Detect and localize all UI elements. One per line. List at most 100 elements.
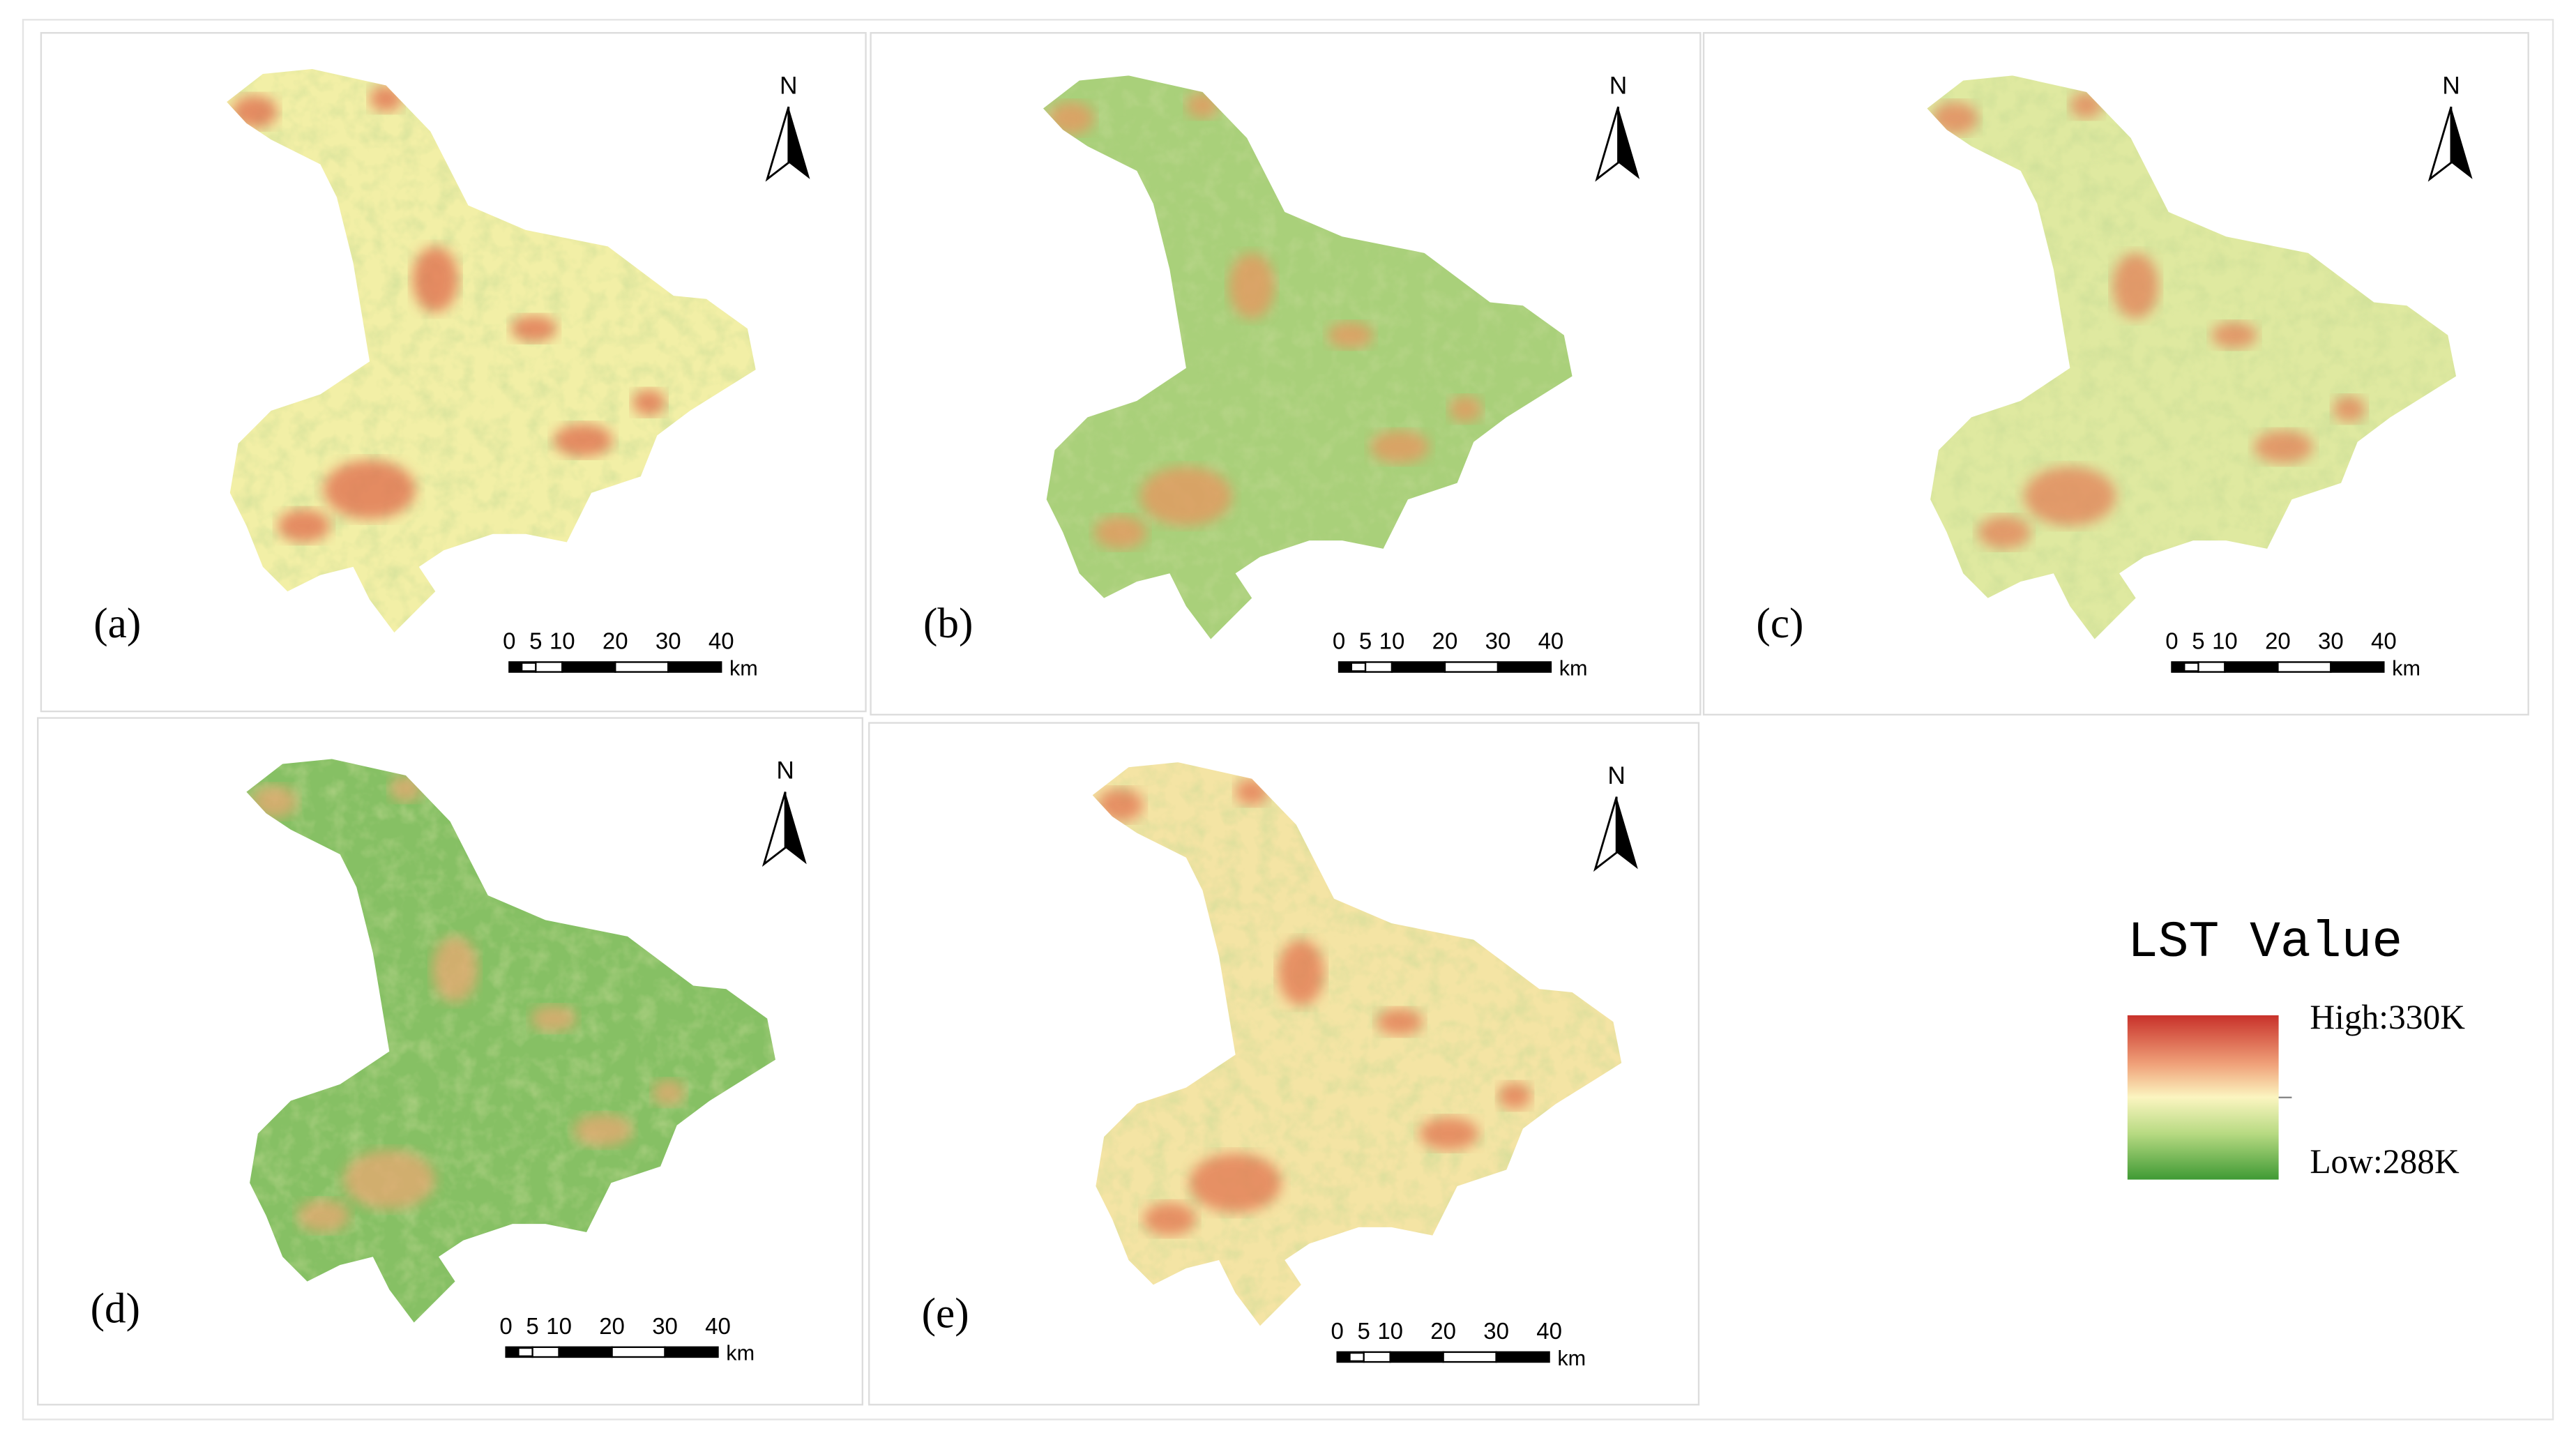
scale-label: 0	[1333, 628, 1345, 654]
scale-label: 10	[1377, 1318, 1403, 1344]
scale-segment-half	[522, 663, 536, 671]
hot-spot	[1139, 467, 1232, 526]
north-label: N	[776, 757, 794, 785]
scale-label: 10	[2212, 628, 2238, 654]
scale-label: 5	[2192, 628, 2204, 654]
hot-spot	[1978, 515, 2031, 549]
hot-spot	[2112, 252, 2159, 319]
hot-spot	[1377, 1008, 1423, 1036]
scale-label: 40	[1536, 1318, 1562, 1344]
north-label: N	[1609, 72, 1628, 99]
scale-label: 30	[652, 1313, 678, 1339]
legend-ramp	[2127, 1015, 2279, 1180]
scale-segment	[614, 661, 669, 673]
hot-spot	[1370, 430, 1430, 464]
hot-spot	[1143, 1202, 1197, 1236]
north-arrow-right	[788, 107, 810, 179]
hot-spot	[1229, 252, 1275, 319]
scale-segment	[611, 1346, 666, 1358]
scale-label: 5	[529, 628, 542, 654]
hot-spot	[1094, 515, 1147, 549]
hot-spot	[1448, 395, 1482, 423]
scale-label: 30	[1483, 1318, 1509, 1344]
hot-spot	[652, 1079, 685, 1106]
panel-label: (e)	[922, 1290, 969, 1337]
outer-frame	[22, 19, 2554, 1420]
scale-segment	[1389, 1351, 1444, 1363]
scale-segment	[2330, 661, 2385, 673]
hot-spot	[343, 1150, 436, 1209]
hot-spot	[2024, 467, 2116, 526]
legend-title: LST Value	[2128, 914, 2402, 971]
hot-spot	[2333, 395, 2366, 423]
scale-label: 20	[1430, 1318, 1456, 1344]
scale-label: 40	[705, 1313, 731, 1339]
scale-segment	[1364, 661, 1393, 673]
scale-segment	[1495, 1351, 1550, 1363]
scale-unit: km	[1559, 656, 1588, 680]
hot-spot	[632, 389, 666, 416]
north-arrow-left	[765, 106, 790, 182]
hot-spot	[412, 246, 459, 312]
scale-segment	[2224, 661, 2279, 673]
scale-label: 30	[656, 628, 681, 654]
scale-label: 10	[1379, 628, 1405, 654]
scale-segment	[531, 1346, 560, 1358]
scale-segment-half	[1352, 663, 1366, 671]
scale-segment	[1497, 661, 1552, 673]
scale-segment	[1444, 661, 1499, 673]
hot-spot	[510, 315, 557, 342]
scale-label: 20	[603, 628, 628, 654]
scale-label: 10	[550, 628, 575, 654]
scale-label: 5	[1357, 1318, 1370, 1344]
scale-segment	[1363, 1351, 1391, 1363]
hot-spot	[2211, 321, 2257, 349]
hot-spot	[1419, 1117, 1479, 1151]
scale-segment	[558, 1346, 613, 1358]
hot-spot	[278, 509, 331, 543]
scale-label: 10	[546, 1313, 572, 1339]
scale-segment	[2277, 661, 2332, 673]
north-label: N	[780, 72, 798, 99]
scale-label: 40	[2371, 628, 2397, 654]
hot-spot	[297, 1199, 350, 1232]
hot-spot	[1327, 321, 1374, 349]
hot-spot	[324, 460, 416, 520]
scale-unit: km	[2392, 656, 2420, 680]
scale-segment	[1442, 1351, 1497, 1363]
hot-spot	[573, 1114, 633, 1147]
scale-unit: km	[726, 1342, 755, 1365]
legend-low: Low:288K	[2310, 1142, 2460, 1181]
scale-label: 30	[2318, 628, 2344, 654]
scale-label: 40	[709, 628, 734, 654]
scale-segment	[667, 661, 722, 673]
scale-segment-half	[2185, 663, 2199, 671]
scale-segment	[561, 661, 616, 673]
scale-label: 5	[1359, 628, 1372, 654]
scale-segment-half	[519, 1349, 533, 1356]
scale-unit: km	[1557, 1347, 1586, 1370]
hot-spot	[553, 423, 613, 457]
map-panel: (d) N 0 5 10 20 30 40 km	[37, 717, 864, 1406]
north-label: N	[2442, 72, 2460, 99]
north-arrow-right	[1618, 107, 1640, 179]
scale-label: 40	[1538, 628, 1564, 654]
scale-label: 20	[599, 1313, 625, 1339]
legend: LST Value High:330K Low:288K	[2127, 914, 2465, 1181]
scale-segment	[1391, 661, 1446, 673]
hot-spot	[530, 1005, 577, 1032]
scale-label: 20	[2265, 628, 2291, 654]
scale-label: 0	[1331, 1318, 1344, 1344]
hot-spot	[432, 936, 478, 1003]
panel-label: (b)	[923, 600, 973, 647]
north-arrow-right	[2450, 107, 2473, 179]
scale-segment	[535, 661, 563, 673]
panel-label: (d)	[91, 1285, 140, 1333]
hot-spot	[1189, 1153, 1282, 1213]
panel-label: (a)	[93, 600, 141, 647]
